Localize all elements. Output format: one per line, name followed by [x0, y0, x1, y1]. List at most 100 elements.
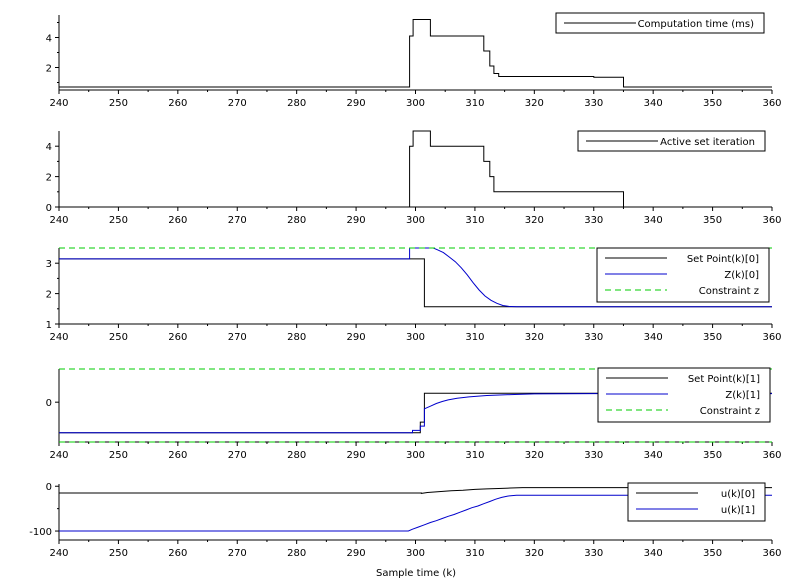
y-tick-label: 2	[46, 64, 52, 75]
legend: u(k)[0] u(k)[1]	[627, 482, 766, 522]
x-tick-label: 360	[762, 548, 781, 559]
series-line-1	[59, 19, 772, 88]
x-tick-label: 330	[584, 548, 603, 559]
x-tick-label: 320	[525, 98, 544, 109]
legend: Active set iteration	[577, 130, 766, 152]
x-tick-label: 310	[465, 450, 484, 461]
x-tick-label: 350	[703, 98, 722, 109]
x-tick-label: 360	[762, 332, 781, 343]
legend-label: Z(k)[0]	[724, 270, 759, 281]
x-axis-label: Sample time (k)	[376, 568, 456, 579]
x-tick-label: 300	[406, 215, 425, 226]
x-tick-label: 300	[406, 332, 425, 343]
legend-label: u(k)[1]	[721, 505, 755, 516]
legend-box	[627, 482, 766, 522]
x-tick-label: 340	[644, 450, 663, 461]
x-tick-label: 360	[762, 450, 781, 461]
x-tick-label: 290	[347, 215, 366, 226]
x-tick-label: 320	[525, 215, 544, 226]
series-line-1	[409, 130, 624, 207]
x-tick-label: 280	[287, 548, 306, 559]
legend-label: Z(k)[1]	[725, 390, 760, 401]
panel-1: 240 250 260 270 280 290 300 310 320 330 340 350 360 2…	[46, 12, 782, 109]
x-tick-label: 270	[228, 98, 247, 109]
x-tick-label: 270	[228, 548, 247, 559]
x-tick-label: 280	[287, 98, 306, 109]
x-tick-label: 260	[168, 98, 187, 109]
panel-2: 240 250 260 270 280 290 300 310 320 330 340 350 360 0…	[46, 130, 782, 226]
x-tick-label: 280	[287, 332, 306, 343]
x-tick-label: 250	[109, 450, 128, 461]
x-tick-label: 290	[347, 548, 366, 559]
x-tick-label: 290	[347, 450, 366, 461]
x-tick-label: 290	[347, 332, 366, 343]
x-tick-label: 260	[168, 332, 187, 343]
panel-3: 240 250 260 270 280 290 300 310 320 330 340 350 360 1…	[46, 247, 782, 343]
legend-label: Computation time (ms)	[638, 19, 755, 30]
panel-4: 240 250 260 270 280 290 300 310 320 330 340 350 360 0…	[46, 367, 782, 461]
x-tick-label: 330	[584, 450, 603, 461]
x-tick-label: 310	[465, 548, 484, 559]
x-tick-label: 280	[287, 215, 306, 226]
x-tick-label: 290	[347, 98, 366, 109]
x-tick-label: 310	[465, 215, 484, 226]
x-tick-label: 250	[109, 332, 128, 343]
x-tick-label: 320	[525, 450, 544, 461]
legend: Computation time (ms)	[555, 12, 765, 34]
y-tick-label: 1	[46, 320, 52, 331]
legend-label: Set Point(k)[1]	[688, 374, 760, 385]
legend-label: u(k)[0]	[721, 489, 755, 500]
series-line-1	[59, 487, 772, 494]
x-tick-label: 340	[644, 548, 663, 559]
x-tick-label: 300	[406, 98, 425, 109]
x-tick-label: 270	[228, 450, 247, 461]
y-tick-label: 2	[46, 290, 52, 301]
legend-label: Set Point(k)[0]	[687, 254, 759, 265]
y-tick-label: 3	[46, 259, 52, 270]
y-tick-label: -100	[29, 527, 52, 538]
legend-box	[597, 367, 771, 423]
x-tick-label: 350	[703, 215, 722, 226]
legend: Set Point(k)[1] Z(k)[1] Constraint z	[597, 367, 771, 423]
x-tick-label: 320	[525, 548, 544, 559]
y-tick-label: 0	[46, 482, 52, 493]
x-tick-label: 360	[762, 98, 781, 109]
x-tick-label: 260	[168, 215, 187, 226]
x-tick-label: 270	[228, 332, 247, 343]
x-tick-label: 240	[49, 332, 68, 343]
legend-label: Constraint z	[699, 286, 759, 297]
x-tick-label: 300	[406, 548, 425, 559]
legend-box	[577, 130, 766, 152]
x-tick-label: 260	[168, 450, 187, 461]
series-line-2	[59, 393, 772, 434]
x-tick-label: 340	[644, 98, 663, 109]
x-tick-label: 240	[49, 215, 68, 226]
y-tick-label: 0	[46, 203, 52, 214]
x-tick-label: 240	[49, 98, 68, 109]
panel-5: 240 250 260 270 280 290 300 310 320 330 340 350 360 -…	[29, 482, 781, 579]
x-tick-label: 250	[109, 548, 128, 559]
y-tick-label: 4	[46, 142, 52, 153]
x-tick-label: 330	[584, 332, 603, 343]
x-tick-label: 350	[703, 548, 722, 559]
x-tick-label: 280	[287, 450, 306, 461]
x-tick-label: 320	[525, 332, 544, 343]
x-tick-label: 250	[109, 98, 128, 109]
series-line-2	[59, 494, 772, 532]
x-tick-label: 330	[584, 98, 603, 109]
legend-box	[596, 247, 770, 303]
legend-label: Active set iteration	[660, 137, 755, 148]
x-tick-label: 260	[168, 548, 187, 559]
x-tick-label: 330	[584, 215, 603, 226]
x-tick-label: 310	[465, 98, 484, 109]
x-tick-label: 350	[703, 450, 722, 461]
x-tick-label: 310	[465, 332, 484, 343]
x-tick-label: 300	[406, 450, 425, 461]
y-tick-label: 0	[46, 398, 52, 409]
legend-label: Constraint z	[700, 406, 760, 417]
y-tick-label: 2	[46, 173, 52, 184]
x-tick-label: 240	[49, 548, 68, 559]
y-tick-label: 4	[46, 34, 52, 45]
x-tick-label: 350	[703, 332, 722, 343]
